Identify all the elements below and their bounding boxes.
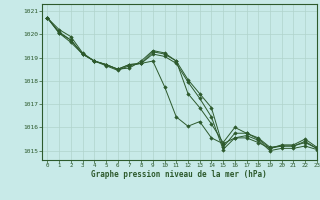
- X-axis label: Graphe pression niveau de la mer (hPa): Graphe pression niveau de la mer (hPa): [91, 170, 267, 179]
